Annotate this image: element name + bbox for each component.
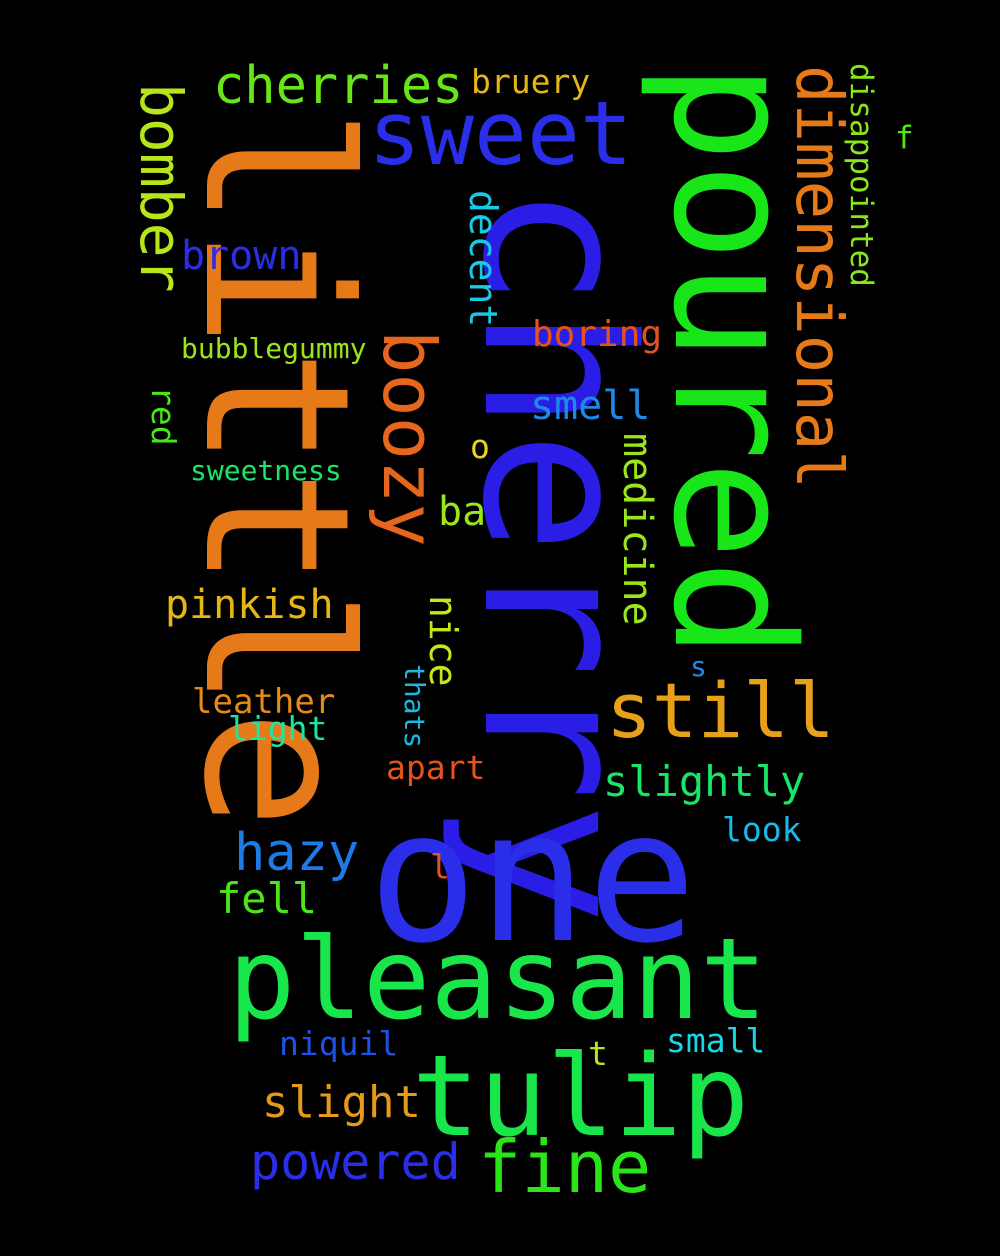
word-thats: thats [398,664,431,749]
word-l: l [430,847,450,886]
word-sweet: sweet [368,82,633,185]
word-red: red [144,386,183,446]
word-one: one [368,771,697,983]
word-tulip: tulip [412,1032,750,1162]
word-pinkish: pinkish [165,582,334,628]
word-still: still [606,666,835,755]
word-slightly: slightly [603,757,806,806]
word-apart: apart [386,748,486,787]
word-brown: brown [181,233,302,279]
word-powered: powered [250,1133,461,1191]
word-decent: decent [461,190,505,328]
word-s: s [690,650,707,683]
word-fell: fell [216,874,318,923]
word-small: small [666,1021,766,1060]
word-hazy: hazy [234,823,360,883]
word-look: look [722,810,802,849]
word-pleasant: pleasant [228,915,768,1045]
word-f: f [895,120,914,156]
word-boring: boring [532,314,663,355]
word-ba: ba [438,489,487,535]
word-t: t [588,1034,608,1073]
word-bruery: bruery [471,62,591,101]
word-light: light [228,709,328,748]
word-boozy: boozy [367,330,451,547]
word-smell: smell [530,383,651,429]
word-bubblegummy: bubblegummy [181,332,367,365]
word-niquil: niquil [279,1024,399,1063]
word-fine: fine [478,1125,652,1209]
word-disappointed: disappointed [843,63,879,287]
word-medicine: medicine [614,433,660,626]
word-dimensional: dimensional [781,65,855,489]
word-o: o [470,427,490,466]
word-cherries: cherries [213,56,464,116]
word-leather: leather [192,682,336,722]
word-slight: slight [262,1077,421,1128]
word-sweetness: sweetness [190,454,342,487]
